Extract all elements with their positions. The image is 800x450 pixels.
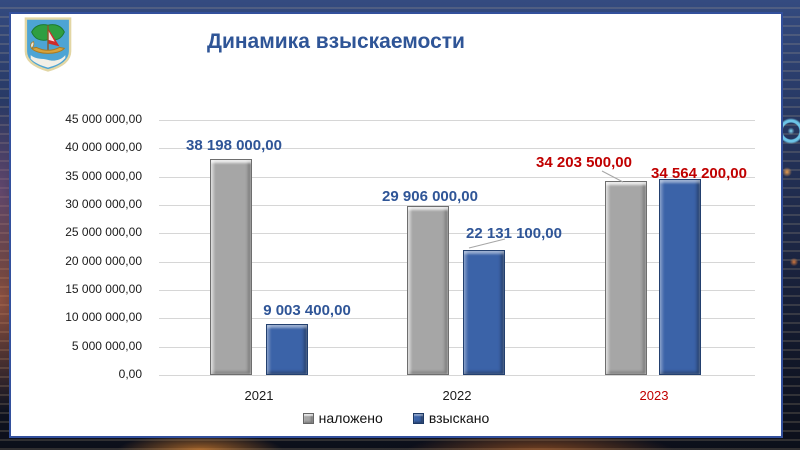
leader-lines	[468, 170, 624, 249]
y-axis-label: 30 000 000,00	[65, 197, 142, 211]
bar-взыскано-2022	[463, 249, 505, 375]
gridline	[159, 205, 755, 206]
y-axis-label: 35 000 000,00	[65, 168, 142, 183]
value-label-наложено-2022: 29 906 000,00	[382, 188, 478, 205]
value-label-взыскано-2021: 9 003 400,00	[263, 302, 351, 319]
legend-item-наложено: наложено	[302, 410, 383, 426]
legend-label-взыскано: взыскано	[428, 410, 490, 426]
slide-panel: Динамика взыскаемости наложено взыскано 4…	[9, 12, 783, 438]
slide-title: Динамика взыскаемости	[207, 30, 465, 53]
gridline	[159, 346, 755, 348]
gridline	[159, 176, 755, 178]
bar-chart: наложено взыскано 45 000 000,00 40 000 000…	[11, 14, 781, 436]
gridline	[159, 290, 755, 291]
y-axis-label: 15 000 000,00	[65, 282, 142, 296]
gridline	[159, 375, 755, 376]
legend-swatch-взыскано	[412, 412, 424, 424]
chart-legend: наложено взыскано	[11, 410, 781, 426]
bar-взыскано-2021	[266, 323, 308, 375]
gridline	[159, 148, 755, 150]
city-coat-of-arms-logo	[24, 17, 72, 72]
gridline	[159, 233, 755, 235]
bar-взыскано-2023	[659, 179, 701, 375]
y-axis-label: 10 000 000,00	[65, 310, 142, 325]
y-axis-label: 0,00	[118, 367, 142, 381]
gridline	[159, 120, 755, 121]
value-label-взыскано-2022: 22 131 100,00	[466, 225, 562, 242]
legend-label-наложено: наложено	[318, 410, 383, 426]
bar-наложено-2022	[407, 205, 449, 375]
y-axis-label: 25 000 000,00	[65, 225, 142, 240]
bar-наложено-2021	[210, 158, 252, 375]
legend-item-взыскано: взыскано	[412, 410, 490, 426]
gridline	[159, 318, 755, 320]
y-axis-label: 40 000 000,00	[65, 140, 142, 155]
value-label-наложено-2023: 34 203 500,00	[536, 154, 632, 171]
bar-наложено-2023	[605, 181, 647, 375]
gridline	[159, 261, 755, 263]
y-axis-label: 20 000 000,00	[65, 253, 142, 268]
value-label-взыскано-2023: 34 564 200,00	[651, 165, 747, 182]
category-label-2023: 2023	[639, 388, 669, 403]
y-axis-label: 5 000 000,00	[71, 338, 142, 353]
legend-swatch-наложено	[302, 412, 314, 424]
y-axis-label: 45 000 000,00	[65, 112, 142, 126]
value-label-наложено-2021: 38 198 000,00	[186, 137, 282, 154]
category-label-2022: 2022	[442, 388, 472, 403]
category-label-2021: 2021	[244, 388, 274, 403]
